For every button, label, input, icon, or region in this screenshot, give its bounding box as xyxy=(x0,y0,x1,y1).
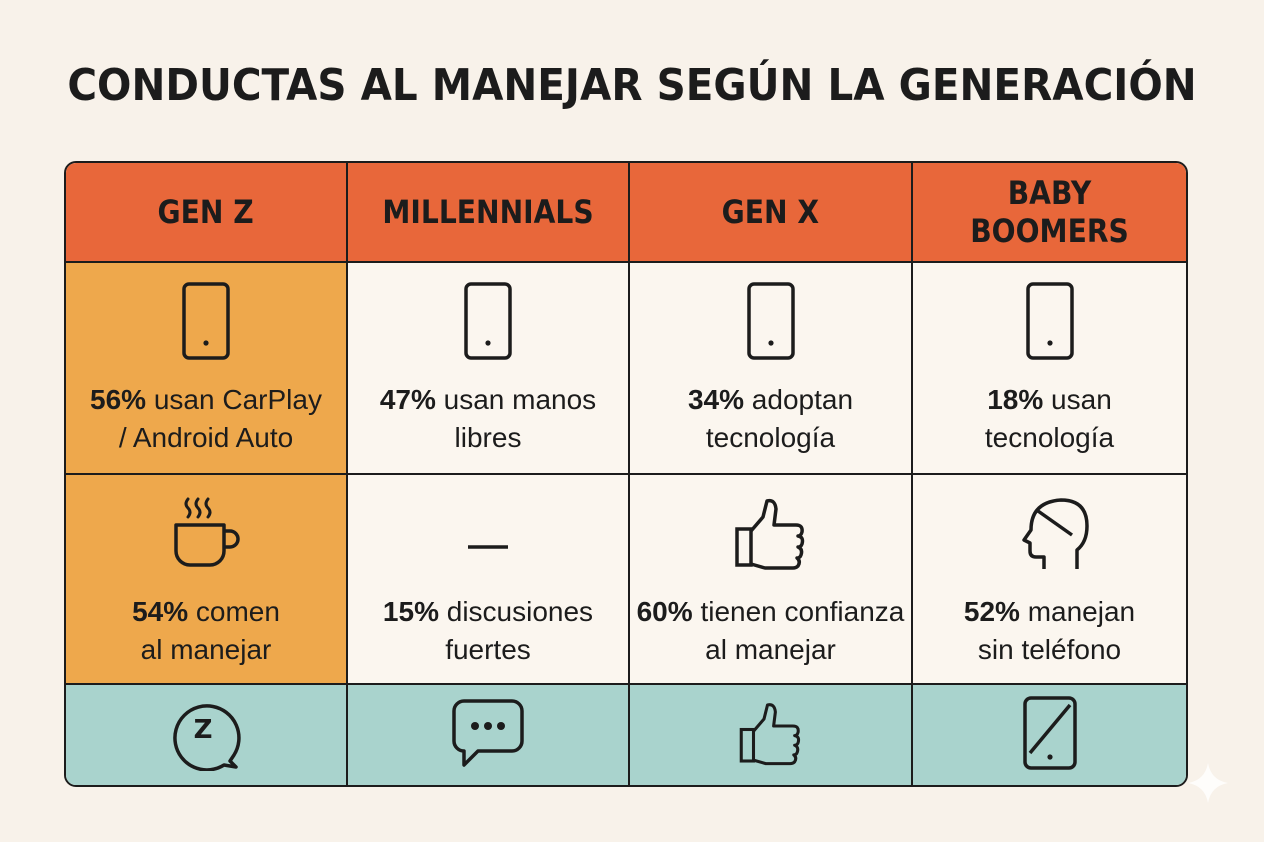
stat-text: 56% usan CarPlay / Android Auto xyxy=(90,384,322,453)
cell-gen-x-confidence: 60% tienen confianza al manejar xyxy=(630,475,913,685)
cell-millennials-arguments: 15% discusiones fuertes xyxy=(348,475,630,685)
cell-gen-x-tech: 34% adoptan tecnología xyxy=(630,263,913,475)
phone-icon xyxy=(463,281,513,361)
stat-text: 18% usan tecnología xyxy=(984,384,1115,453)
header-label: MILLENNIALS xyxy=(382,193,594,231)
phone-icon xyxy=(181,281,231,361)
cell-gen-z-footer: Z xyxy=(66,685,348,785)
stat-text: 47% usan manos libres xyxy=(379,384,597,453)
sparkle-icon xyxy=(1186,761,1230,810)
sleep-bubble-icon: Z xyxy=(170,699,242,771)
cell-boomers-footer xyxy=(913,685,1186,785)
dash-icon xyxy=(463,493,513,573)
stat-text: 15% discusiones fuertes xyxy=(382,596,594,665)
header-label: GEN Z xyxy=(157,193,255,231)
thumbs-up-icon xyxy=(731,493,811,573)
coffee-cup-icon xyxy=(166,493,246,573)
chat-bubble-icon xyxy=(450,697,526,774)
cell-gen-z-eat: 54% comen al manejar xyxy=(66,475,348,685)
cell-boomers-tech: 18% usan tecnología xyxy=(913,263,1186,475)
header-label: GEN X xyxy=(721,193,820,231)
stat-text: 34% adoptan tecnología xyxy=(687,384,854,453)
stat-text: 54% comen al manejar xyxy=(132,596,280,665)
phone-icon xyxy=(746,281,796,361)
phone-icon xyxy=(1025,281,1075,361)
header-label: BABY BOOMERS xyxy=(970,174,1129,250)
header-millennials: MILLENNIALS xyxy=(348,163,630,263)
cell-gen-z-tech: 56% usan CarPlay / Android Auto xyxy=(66,263,348,475)
stat-text: 52% manejan sin teléfono xyxy=(963,596,1136,665)
cell-gen-x-footer xyxy=(630,685,913,785)
page-title: CONDUCTAS AL MANEJAR SEGÚN LA GENERACIÓN xyxy=(67,60,1197,111)
phone-off-icon xyxy=(1022,695,1078,776)
header-gen-x: GEN X xyxy=(630,163,913,263)
generation-table: GEN Z MILLENNIALS GEN X BABY BOOMERS 56%… xyxy=(64,161,1188,787)
sleep-glyph: Z xyxy=(193,715,213,745)
header-baby-boomers: BABY BOOMERS xyxy=(913,163,1186,263)
header-gen-z: GEN Z xyxy=(66,163,348,263)
thumbs-up-icon xyxy=(736,698,806,773)
cell-millennials-tech: 47% usan manos libres xyxy=(348,263,630,475)
stat-text: 60% tienen confianza al manejar xyxy=(636,596,905,665)
head-icon xyxy=(1010,493,1090,573)
cell-millennials-footer xyxy=(348,685,630,785)
cell-boomers-no-phone: 52% manejan sin teléfono xyxy=(913,475,1186,685)
